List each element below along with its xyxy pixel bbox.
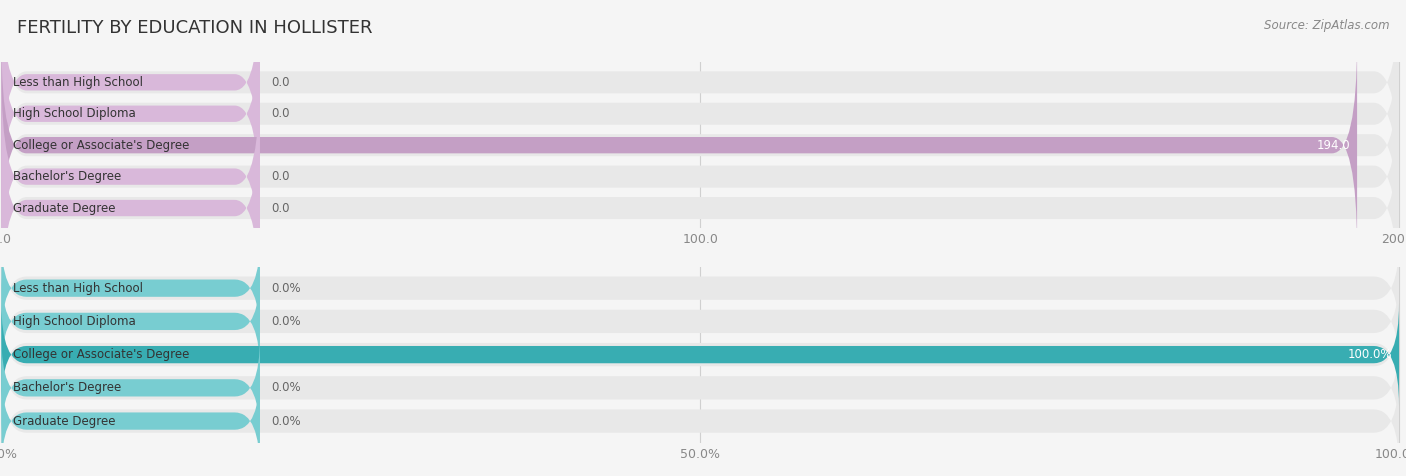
Text: Less than High School: Less than High School [13, 76, 142, 89]
Text: 0.0: 0.0 [271, 201, 290, 215]
FancyBboxPatch shape [1, 103, 260, 313]
FancyBboxPatch shape [1, 43, 1399, 248]
Text: High School Diploma: High School Diploma [13, 107, 135, 120]
Text: Graduate Degree: Graduate Degree [13, 415, 115, 427]
Text: 100.0%: 100.0% [1347, 348, 1392, 361]
Text: 0.0%: 0.0% [271, 415, 301, 427]
Text: 0.0: 0.0 [271, 107, 290, 120]
FancyBboxPatch shape [1, 0, 260, 187]
FancyBboxPatch shape [1, 40, 1357, 250]
FancyBboxPatch shape [1, 370, 260, 472]
Text: 0.0: 0.0 [271, 76, 290, 89]
FancyBboxPatch shape [1, 273, 1399, 369]
FancyBboxPatch shape [1, 71, 260, 282]
FancyBboxPatch shape [1, 373, 1399, 469]
Text: Graduate Degree: Graduate Degree [13, 201, 115, 215]
FancyBboxPatch shape [1, 307, 1399, 403]
FancyBboxPatch shape [1, 340, 1399, 436]
FancyBboxPatch shape [1, 270, 260, 373]
FancyBboxPatch shape [1, 11, 1399, 216]
FancyBboxPatch shape [1, 0, 1399, 185]
Text: College or Associate's Degree: College or Associate's Degree [13, 348, 188, 361]
FancyBboxPatch shape [1, 106, 1399, 310]
Text: 0.0%: 0.0% [271, 381, 301, 394]
Text: 0.0%: 0.0% [271, 282, 301, 295]
Text: Less than High School: Less than High School [13, 282, 142, 295]
Text: Bachelor's Degree: Bachelor's Degree [13, 381, 121, 394]
FancyBboxPatch shape [1, 240, 1399, 337]
Text: Source: ZipAtlas.com: Source: ZipAtlas.com [1264, 19, 1389, 32]
Text: High School Diploma: High School Diploma [13, 315, 135, 328]
FancyBboxPatch shape [1, 9, 260, 219]
Text: 0.0%: 0.0% [271, 315, 301, 328]
FancyBboxPatch shape [1, 337, 260, 439]
FancyBboxPatch shape [1, 237, 260, 339]
Text: Bachelor's Degree: Bachelor's Degree [13, 170, 121, 183]
FancyBboxPatch shape [1, 303, 1399, 406]
Text: FERTILITY BY EDUCATION IN HOLLISTER: FERTILITY BY EDUCATION IN HOLLISTER [17, 19, 373, 37]
Text: 0.0: 0.0 [271, 170, 290, 183]
FancyBboxPatch shape [1, 74, 1399, 279]
Text: 194.0: 194.0 [1316, 139, 1350, 152]
Text: College or Associate's Degree: College or Associate's Degree [13, 139, 188, 152]
